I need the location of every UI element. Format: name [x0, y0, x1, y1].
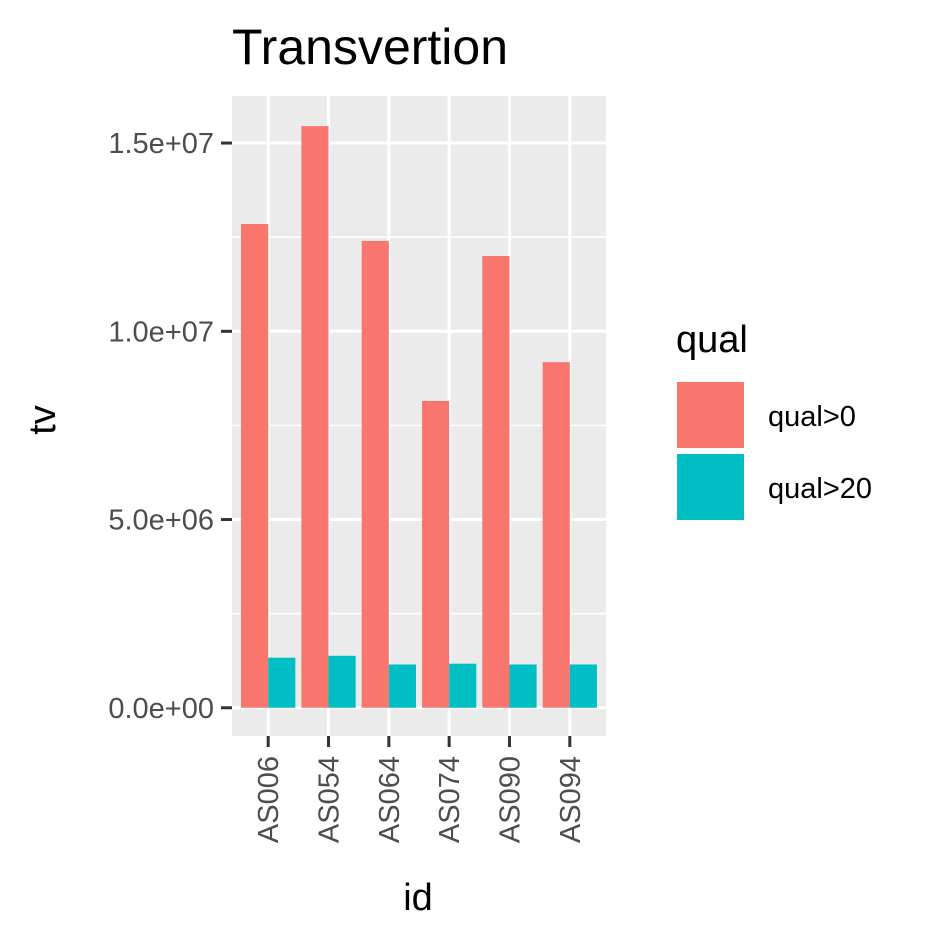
legend-key-series-1	[677, 382, 744, 448]
y-tick-label: 1.0e+07	[108, 316, 214, 348]
x-axis: AS006 AS054 AS064 AS074 AS090 AS094	[253, 736, 587, 843]
bar-as006-series-1	[241, 224, 269, 708]
x-tick-label: AS006	[253, 756, 285, 843]
bar-as006-series-2	[268, 657, 296, 708]
legend-label-series-2: qual>20	[768, 473, 872, 505]
x-tick-label: AS054	[314, 756, 346, 843]
bar-as094-series-1	[542, 362, 570, 708]
bar-as054-series-2	[328, 655, 356, 708]
legend: qual qual>0 qual>20	[676, 319, 872, 520]
bar-as090-series-1	[482, 256, 510, 708]
y-axis: 0.0e+00 5.0e+06 1.0e+07 1.5e+07	[108, 128, 232, 725]
bar-as074-series-2	[449, 663, 477, 708]
y-tick-label: 0.0e+00	[108, 693, 214, 725]
x-tick-label: AS074	[434, 756, 466, 843]
x-axis-title: id	[403, 877, 433, 919]
legend-title: qual	[676, 319, 748, 361]
y-tick-label: 5.0e+06	[108, 505, 214, 537]
legend-label-series-1: qual>0	[768, 401, 856, 433]
x-tick-label: AS094	[555, 756, 587, 843]
bar-as074-series-1	[422, 400, 450, 708]
x-tick-label: AS064	[374, 756, 406, 843]
bars	[241, 126, 597, 708]
y-axis-title: tv	[22, 405, 64, 435]
x-tick-label: AS090	[494, 756, 526, 843]
bar-as090-series-2	[509, 664, 537, 708]
chart-title: Transvertion	[232, 19, 508, 75]
bar-as094-series-2	[569, 664, 597, 708]
bar-as064-series-1	[361, 240, 389, 708]
legend-key-series-2	[677, 454, 744, 520]
bar-as054-series-1	[301, 126, 329, 708]
y-tick-label: 1.5e+07	[108, 128, 214, 160]
bar-as064-series-2	[388, 664, 416, 708]
